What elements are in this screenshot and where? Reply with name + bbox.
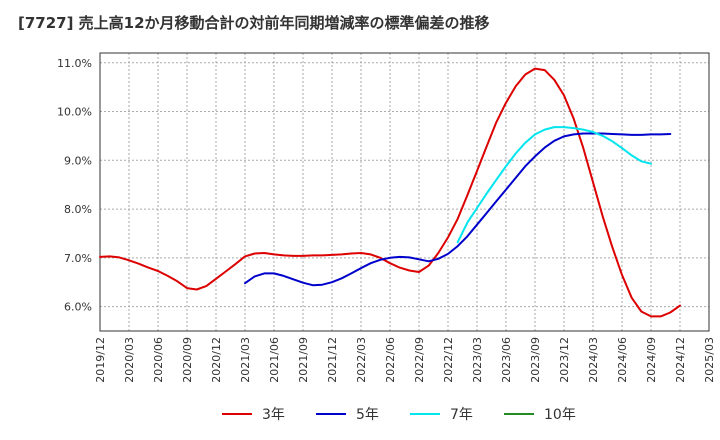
legend-label: 7年 xyxy=(450,407,473,423)
x-tick-label: 2022/12 xyxy=(442,337,455,383)
x-tick-label: 2020/03 xyxy=(123,337,136,383)
x-tick-label: 2020/09 xyxy=(181,337,194,383)
x-tick-label: 2022/03 xyxy=(355,337,368,383)
x-tick-label: 2024/09 xyxy=(645,337,658,383)
x-tick-label: 2019/12 xyxy=(94,337,107,383)
y-tick-label: 6.0% xyxy=(64,301,92,314)
x-tick-label: 2021/06 xyxy=(268,337,281,383)
x-tick-label: 2020/06 xyxy=(152,337,165,383)
y-tick-label: 11.0% xyxy=(57,57,92,70)
x-tick-label: 2023/06 xyxy=(500,337,513,383)
legend-label: 10年 xyxy=(544,407,576,423)
legend-label: 5年 xyxy=(356,407,379,423)
legend-label: 3年 xyxy=(262,407,285,423)
x-tick-label: 2023/03 xyxy=(471,337,484,383)
plot-frame xyxy=(99,52,710,332)
x-tick-label: 2024/06 xyxy=(616,337,629,383)
x-tick-label: 2021/12 xyxy=(326,337,339,383)
y-tick-label: 10.0% xyxy=(57,106,92,119)
x-tick-label: 2023/09 xyxy=(529,337,542,383)
x-tick-label: 2020/12 xyxy=(210,337,223,383)
gridlines xyxy=(99,53,710,331)
chart-title: [7727] 売上高12か月移動合計の対前年同期増減率の標準偏差の推移 xyxy=(18,14,490,32)
legend: 3年 5年 7年 10年 xyxy=(222,407,576,423)
y-tick-label: 9.0% xyxy=(64,154,92,167)
series-line-3年 xyxy=(99,67,681,318)
x-axis-ticks: 2019/12 2020/03 2020/06 2020/09 2020/12 2021/… xyxy=(94,337,716,383)
x-tick-label: 2023/12 xyxy=(558,337,571,383)
series-line-5年 xyxy=(244,132,672,287)
y-tick-label: 8.0% xyxy=(64,203,92,216)
x-tick-label: 2024/12 xyxy=(674,337,687,383)
x-tick-label: 2021/09 xyxy=(297,337,310,383)
x-tick-label: 2021/03 xyxy=(239,337,252,383)
x-tick-label: 2025/03 xyxy=(703,337,716,383)
x-tick-label: 2022/09 xyxy=(413,337,426,383)
y-axis-ticks: 6.0% 7.0% 8.0% 9.0% 10.0% 11.0% xyxy=(57,57,92,314)
y-tick-label: 7.0% xyxy=(64,252,92,265)
x-tick-label: 2024/03 xyxy=(587,337,600,383)
series-lines xyxy=(99,67,681,318)
x-tick-label: 2022/06 xyxy=(384,337,397,383)
series-line-7年 xyxy=(456,126,652,244)
